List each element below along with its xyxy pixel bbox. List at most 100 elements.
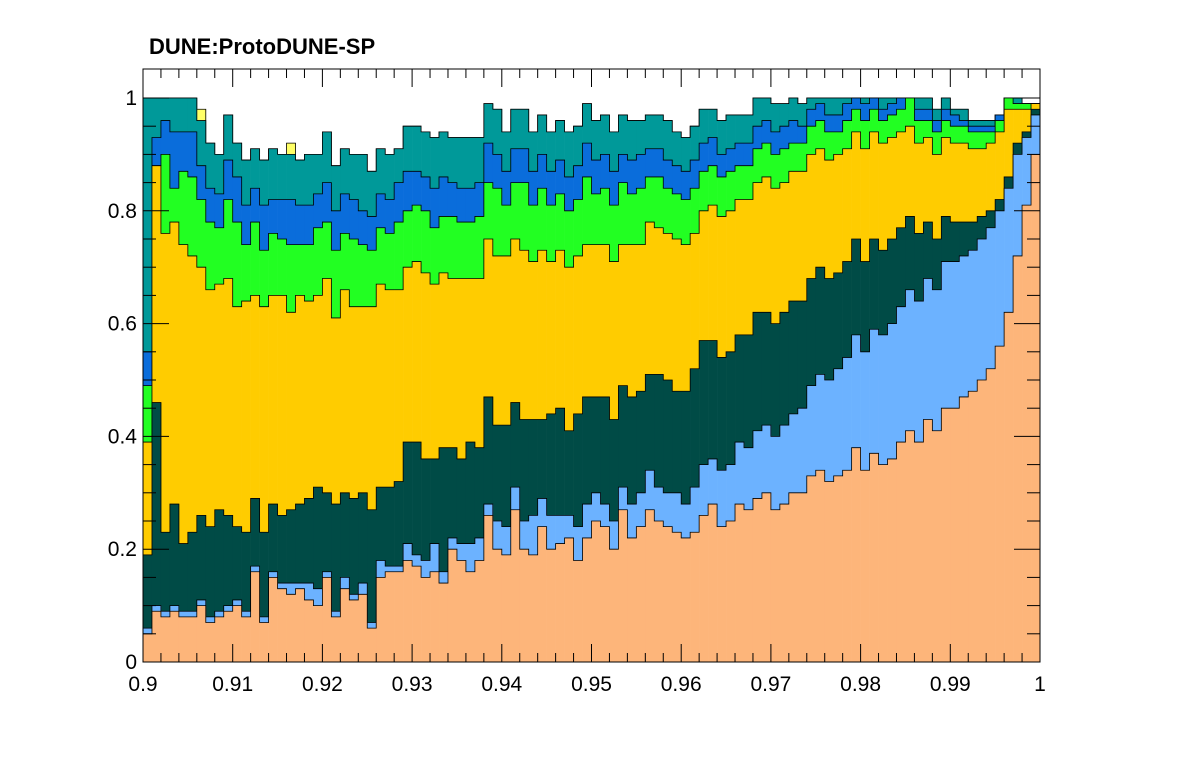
bar-segment-series-3-bin-26 <box>376 284 386 488</box>
bar-segment-series-2-bin-0 <box>143 554 153 629</box>
bar-segment-series-3-bin-8 <box>214 284 225 510</box>
bar-segment-series-5-bin-8 <box>214 193 225 228</box>
bar-segment-series-3-bin-16 <box>286 312 296 510</box>
bar-segment-series-0-bin-35 <box>456 560 467 662</box>
bar-segment-series-3-bin-56 <box>645 222 655 375</box>
bar-segment-series-6-bin-57 <box>654 114 664 149</box>
bar-segment-series-1-bin-71 <box>779 425 790 505</box>
bar-segment-series-3-bin-5 <box>187 255 198 533</box>
bar-segment-series-1-bin-96 <box>1004 188 1014 313</box>
bar-segment-series-0-bin-89 <box>941 408 951 662</box>
bar-segment-series-5-bin-34 <box>447 182 458 217</box>
bar-segment-series-3-bin-74 <box>806 154 817 279</box>
bar-segment-series-3-bin-73 <box>797 171 808 302</box>
bar-segment-series-4-bin-97 <box>1013 103 1023 110</box>
bar-segment-series-2-bin-28 <box>394 481 404 567</box>
bar-segment-series-1-bin-5 <box>187 611 198 617</box>
bar-segment-series-1-bin-81 <box>869 329 879 454</box>
bar-segment-series-2-bin-74 <box>806 278 817 386</box>
bar-segment-series-6-bin-20 <box>322 131 332 183</box>
bar-segment-series-3-bin-29 <box>403 267 413 443</box>
bar-segment-series-6-bin-43 <box>528 131 538 172</box>
bar-segment-series-0-bin-79 <box>851 447 861 662</box>
bar-segment-series-1-bin-65 <box>726 464 736 521</box>
bar-segment-series-2-bin-89 <box>941 216 951 262</box>
bar-segment-series-3-bin-17 <box>295 295 305 505</box>
bar-segment-series-5-bin-40 <box>501 171 512 206</box>
bar-segment-series-4-bin-89 <box>941 120 951 138</box>
bar-segment-series-1-bin-86 <box>914 301 924 443</box>
bar-segment-series-6-bin-45 <box>546 131 556 172</box>
bar-segment-series-3-bin-21 <box>331 317 341 505</box>
bar-segment-series-3-bin-77 <box>833 154 843 273</box>
bar-segment-series-0-bin-83 <box>887 458 897 662</box>
bar-segment-series-5-bin-62 <box>699 143 709 172</box>
bar-segment-series-5-bin-33 <box>439 176 449 217</box>
bar-segment-series-0-bin-62 <box>699 515 709 662</box>
bar-segment-series-5-bin-23 <box>349 199 359 239</box>
bar-segment-series-6-bin-94 <box>986 120 996 127</box>
bar-segment-series-4-bin-7 <box>205 222 216 290</box>
bar-segment-series-4-bin-10 <box>232 222 242 307</box>
bar-segment-series-6-bin-32 <box>430 137 440 189</box>
bar-segment-series-4-bin-20 <box>322 222 332 279</box>
bar-segment-series-4-bin-13 <box>259 250 269 307</box>
bar-segment-series-2-bin-58 <box>663 380 673 493</box>
bar-segment-series-2-bin-11 <box>241 532 251 612</box>
bar-segment-series-3-bin-24 <box>358 306 368 493</box>
bar-segment-series-4-bin-23 <box>349 239 359 307</box>
bar-segment-series-4-bin-26 <box>376 227 386 285</box>
y-tick-label: 0.8 <box>108 200 137 223</box>
bar-segment-series-6-bin-16 <box>286 154 296 200</box>
bar-segment-series-4-bin-67 <box>743 165 754 200</box>
bar-segment-series-4-bin-61 <box>690 188 700 234</box>
bar-segment-series-5-bin-39 <box>492 154 503 189</box>
bar-segment-series-3-bin-44 <box>537 250 547 420</box>
bar-segment-series-0-bin-67 <box>743 509 754 662</box>
bar-segment-series-6-bin-58 <box>663 120 673 161</box>
bar-segment-series-1-bin-48 <box>573 526 583 561</box>
bar-segment-series-2-bin-79 <box>851 239 861 335</box>
bar-segment-series-4-bin-28 <box>394 222 404 290</box>
bar-segment-series-3-bin-71 <box>779 182 790 313</box>
bar-segment-series-3-bin-76 <box>824 160 834 279</box>
bar-segment-series-0-bin-54 <box>627 537 637 662</box>
bar-segment-series-3-bin-63 <box>708 205 718 341</box>
bar-segment-series-2-bin-9 <box>223 515 233 606</box>
bar-segment-series-0-bin-49 <box>582 537 592 662</box>
bar-segment-series-4-bin-24 <box>358 244 368 307</box>
bar-segment-series-3-bin-54 <box>627 244 637 397</box>
bar-segment-series-3-bin-28 <box>394 289 404 482</box>
bar-segment-series-0-bin-2 <box>160 616 171 662</box>
bar-segment-series-2-bin-35 <box>456 458 467 544</box>
bar-segment-series-6-bin-64 <box>717 120 727 155</box>
bar-segment-series-4-bin-9 <box>223 199 233 279</box>
bar-segment-series-7-bin-16 <box>286 143 296 155</box>
bar-segment-series-1-bin-87 <box>923 278 933 420</box>
bar-segment-series-2-bin-72 <box>788 301 799 414</box>
bar-segment-series-2-bin-17 <box>295 504 305 584</box>
bar-segment-series-4-bin-95 <box>995 120 1005 132</box>
bar-segment-series-5-bin-90 <box>950 114 960 127</box>
bar-segment-series-1-bin-34 <box>447 537 458 550</box>
x-tick-label: 0.94 <box>481 673 522 696</box>
bar-segment-series-1-bin-92 <box>968 250 978 392</box>
bar-segment-series-2-bin-43 <box>528 419 538 516</box>
bar-segment-series-6-bin-41 <box>510 109 521 149</box>
bar-segment-series-6-bin-22 <box>340 148 350 194</box>
bar-segment-series-4-bin-2 <box>160 154 171 234</box>
bar-segment-series-4-bin-69 <box>761 143 772 177</box>
bar-segment-series-1-bin-28 <box>394 566 404 572</box>
bar-segment-series-6-bin-14 <box>268 148 278 200</box>
bar-segment-series-3-bin-45 <box>546 261 556 414</box>
bar-segment-series-4-bin-71 <box>779 148 790 183</box>
bar-segment-series-4-bin-17 <box>295 244 305 296</box>
bar-segment-series-5-bin-67 <box>743 143 754 166</box>
y-tick-label: 0 <box>125 651 137 674</box>
bar-segment-series-3-bin-55 <box>636 244 646 392</box>
bar-segment-series-6-bin-25 <box>367 171 377 217</box>
bar-segment-series-5-bin-11 <box>241 205 251 245</box>
bar-segment-series-1-bin-25 <box>367 622 377 629</box>
bar-segment-series-3-bin-4 <box>178 244 189 544</box>
bar-segment-series-2-bin-26 <box>376 487 386 561</box>
